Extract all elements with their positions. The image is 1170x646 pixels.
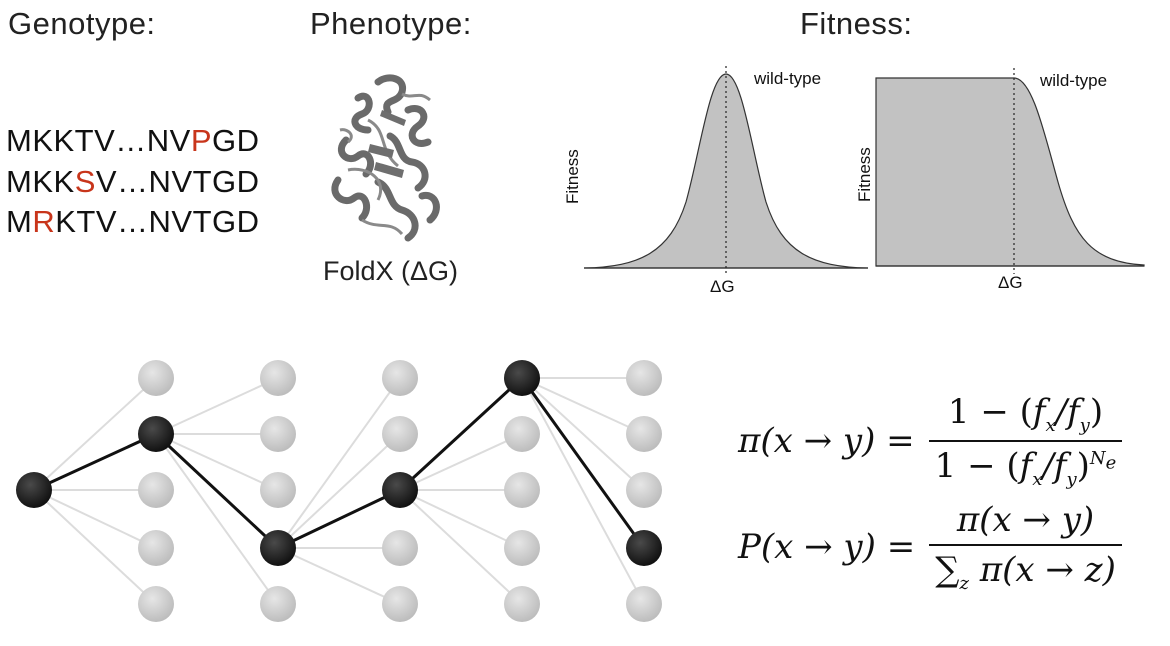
sequence-node bbox=[504, 416, 540, 452]
plateau-fitness-curve bbox=[875, 77, 1145, 267]
transition-probability-formula: P(x → y) = π(x → y) ∑z π(x → z) bbox=[738, 500, 1122, 594]
network-edge bbox=[521, 377, 645, 435]
sequence-node bbox=[260, 586, 296, 622]
sequence-node bbox=[626, 360, 662, 396]
fitness-plot-gaussian: Fitness ΔG wild-type bbox=[563, 66, 869, 296]
sequence-2-suffix: V…NVTGD bbox=[95, 164, 260, 199]
network-edge bbox=[399, 489, 523, 549]
sequence-3: MRKTV…NVTGD bbox=[6, 206, 260, 237]
sequence-1-mutation: P bbox=[190, 123, 213, 158]
network-edge bbox=[33, 489, 157, 605]
sequence-node bbox=[382, 416, 418, 452]
sequence-node bbox=[504, 586, 540, 622]
pi-fraction: 1 − (fx/fy) 1 − (fx/fy)Ne bbox=[928, 392, 1123, 490]
path-node bbox=[382, 472, 418, 508]
network-edge bbox=[277, 377, 401, 549]
sequence-node bbox=[626, 472, 662, 508]
delta-g-axis-label: ΔG bbox=[998, 273, 1023, 292]
sequence-node bbox=[138, 360, 174, 396]
P-fraction-bar bbox=[929, 544, 1122, 546]
path-node bbox=[16, 472, 52, 508]
network-edge bbox=[155, 433, 279, 605]
network-edge bbox=[33, 489, 157, 549]
sequence-2: MKKSV…NVTGD bbox=[6, 166, 260, 197]
genotype-heading: Genotype: bbox=[8, 6, 156, 41]
sequence-1-prefix: MKKTV…NV bbox=[6, 123, 191, 158]
sequence-2-prefix: MKK bbox=[6, 164, 75, 199]
network-edge bbox=[399, 433, 523, 491]
fitness-axis-label: Fitness bbox=[563, 149, 582, 204]
network-edge bbox=[521, 377, 645, 491]
phenotype-heading: Phenotype: bbox=[310, 6, 472, 41]
network-edge bbox=[33, 377, 157, 491]
wild-type-label: wild-type bbox=[753, 69, 821, 88]
sequence-3-prefix: M bbox=[6, 204, 33, 239]
phenotype-label: FoldX (ΔG) bbox=[323, 256, 459, 286]
network-edge bbox=[521, 377, 645, 605]
P-numerator: π(x → y) bbox=[956, 500, 1095, 540]
sequence-node bbox=[382, 586, 418, 622]
P-denominator: ∑z π(x → z) bbox=[935, 550, 1116, 594]
fixation-probability-formula: π(x → y) = 1 − (fx/fy) 1 − (fx/fy)Ne bbox=[738, 392, 1123, 490]
sequence-node bbox=[260, 360, 296, 396]
P-fraction: π(x → y) ∑z π(x → z) bbox=[929, 500, 1122, 594]
selected-path-edge bbox=[277, 488, 401, 550]
network-edge bbox=[277, 547, 401, 605]
network-edge bbox=[155, 433, 279, 491]
sequence-node bbox=[626, 586, 662, 622]
network-edge bbox=[277, 433, 401, 549]
fitness-plot-plateau: Fitness ΔG wild-type bbox=[855, 68, 1145, 292]
sequence-2-mutation: S bbox=[74, 164, 96, 199]
path-node bbox=[504, 360, 540, 396]
selected-path-edge bbox=[33, 432, 157, 492]
network-edge bbox=[399, 489, 523, 605]
pi-formula-lhs: π(x → y) = bbox=[738, 420, 915, 461]
wild-type-label: wild-type bbox=[1039, 71, 1107, 90]
path-node bbox=[138, 416, 174, 452]
fitness-axis-label: Fitness bbox=[855, 147, 874, 202]
sequence-node bbox=[382, 530, 418, 566]
sequence-node bbox=[138, 586, 174, 622]
sequence-1-suffix: GD bbox=[212, 123, 260, 158]
protein-structure-image bbox=[331, 74, 440, 242]
sequence-node bbox=[504, 530, 540, 566]
sequence-node bbox=[260, 472, 296, 508]
sequence-3-suffix: KTV…NVTGD bbox=[55, 204, 260, 239]
sequence-node bbox=[138, 530, 174, 566]
selected-path-edge bbox=[398, 376, 524, 492]
selected-path-edge bbox=[154, 432, 280, 550]
delta-g-axis-label: ΔG bbox=[710, 277, 735, 296]
path-node bbox=[260, 530, 296, 566]
sequence-3-mutation: R bbox=[32, 204, 56, 239]
mutation-path-network bbox=[16, 360, 662, 622]
pi-fraction-bar bbox=[928, 439, 1123, 442]
sequence-1: MKKTV…NVPGD bbox=[6, 125, 260, 156]
P-formula-lhs: P(x → y) = bbox=[738, 526, 916, 567]
sequence-node bbox=[504, 472, 540, 508]
fitness-heading: Fitness: bbox=[800, 6, 913, 41]
sequence-node bbox=[626, 416, 662, 452]
sequence-node bbox=[138, 472, 174, 508]
pi-denominator: 1 − (fx/fy)Ne bbox=[934, 445, 1117, 490]
selected-path-edge bbox=[520, 377, 646, 549]
network-edge bbox=[155, 377, 279, 435]
pi-numerator: 1 − (fx/fy) bbox=[947, 392, 1104, 436]
sequence-node bbox=[382, 360, 418, 396]
path-node bbox=[626, 530, 662, 566]
sequence-node bbox=[260, 416, 296, 452]
